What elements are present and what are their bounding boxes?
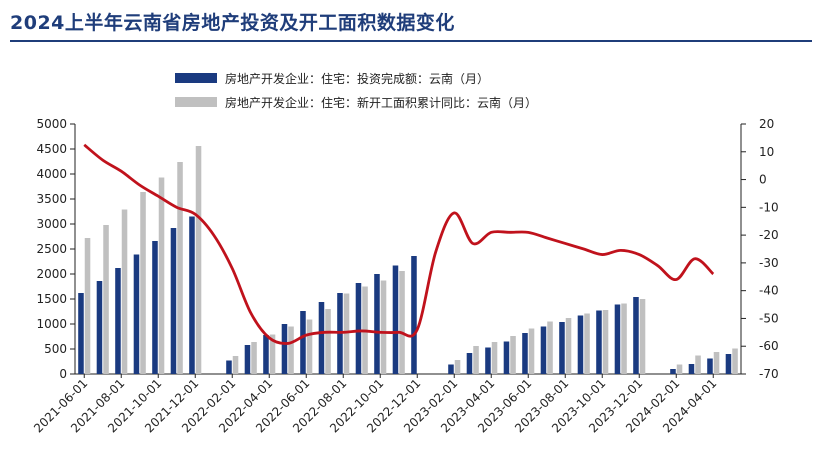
bar-investment	[78, 293, 84, 374]
bar-investment	[670, 369, 676, 374]
bar-new-construction	[380, 280, 387, 374]
y-left-tick-label: 4500	[36, 142, 67, 156]
bar-new-construction	[325, 309, 331, 374]
y-right-tick-label: -40	[759, 284, 779, 298]
bar-investment	[244, 345, 251, 374]
bar-new-construction	[232, 356, 239, 374]
y-right-tick-label: 0	[759, 173, 767, 187]
legend-label-new-construction: 房地产开发企业：住宅：新开工面积累计同比：云南（月）	[225, 95, 538, 110]
bar-new-construction	[269, 334, 276, 374]
legend-swatch-investment	[175, 73, 217, 83]
bar-investment	[485, 347, 491, 374]
bar-investment	[448, 364, 454, 374]
bar-investment	[503, 341, 510, 374]
bar-new-construction	[584, 313, 590, 374]
y-right-tick-label: 20	[759, 117, 774, 131]
bar-investment	[559, 322, 565, 374]
bar-new-construction	[565, 318, 572, 374]
bar-investment	[522, 333, 528, 374]
bar-investment	[707, 358, 713, 374]
bar-new-construction	[454, 360, 461, 374]
y-right-tick-label: -70	[759, 367, 779, 381]
bar-investment	[411, 256, 417, 374]
bar-new-construction	[732, 348, 738, 374]
bar-investment	[263, 335, 269, 374]
bar-investment	[152, 241, 158, 374]
y-right-tick-label: -50	[759, 311, 779, 325]
bar-investment	[355, 283, 362, 374]
bar-investment	[596, 310, 602, 374]
bar-investment	[226, 360, 232, 374]
bar-new-construction	[84, 238, 91, 374]
bar-new-construction	[121, 209, 128, 374]
bar-new-construction	[676, 364, 683, 374]
bar-new-construction	[510, 336, 516, 374]
bar-investment	[374, 274, 380, 374]
bar-new-construction	[177, 162, 183, 374]
bar-investment	[189, 216, 195, 374]
bar-new-construction	[473, 346, 479, 374]
bar-new-construction	[695, 355, 701, 374]
bar-new-construction	[158, 177, 165, 374]
chart-bars	[78, 146, 738, 374]
bar-investment	[133, 254, 140, 374]
line-series	[83, 143, 715, 345]
bar-investment	[318, 302, 325, 374]
bar-new-construction	[602, 310, 609, 374]
legend-item-new-construction: 房地产开发企业：住宅：新开工面积累计同比：云南（月）	[175, 90, 537, 114]
bar-new-construction	[547, 321, 553, 374]
y-left-tick-label: 3500	[36, 192, 67, 206]
chart-line	[83, 143, 715, 345]
y-left-tick-label: 4000	[36, 167, 67, 181]
y-left-tick-label: 2000	[36, 267, 67, 281]
chart-legend: 房地产开发企业：住宅：投资完成额：云南（月） 房地产开发企业：住宅：新开工面积累…	[175, 66, 537, 114]
bar-new-construction	[399, 271, 405, 374]
legend-item-investment: 房地产开发企业：住宅：投资完成额：云南（月）	[175, 66, 537, 90]
y-left-tick-label: 1500	[36, 292, 67, 306]
legend-swatch-new-construction	[175, 97, 217, 107]
y-left-tick-label: 2500	[36, 242, 67, 256]
bar-new-construction	[251, 342, 257, 374]
y-right-tick-label: -20	[759, 228, 779, 242]
bar-investment	[466, 353, 473, 374]
y-right-tick-label: -10	[759, 200, 779, 214]
bar-new-construction	[140, 192, 146, 374]
bar-investment	[540, 326, 547, 374]
bar-new-construction	[306, 319, 313, 374]
page-title: 2024上半年云南省房地产投资及开工面积数据变化	[10, 12, 455, 34]
bar-new-construction	[639, 299, 646, 374]
bar-investment	[281, 324, 288, 374]
legend-label-investment: 房地产开发企业：住宅：投资完成额：云南（月）	[225, 71, 490, 86]
bar-investment	[614, 304, 621, 374]
bar-new-construction	[195, 146, 202, 374]
bar-new-construction	[103, 225, 109, 374]
bar-investment	[688, 364, 695, 374]
bar-investment	[633, 297, 639, 374]
bar-investment	[300, 311, 306, 374]
bar-investment	[577, 315, 584, 374]
title-divider	[10, 40, 812, 42]
y-left-tick-label: 5000	[36, 117, 67, 131]
bar-investment	[725, 354, 732, 374]
bar-new-construction	[713, 352, 720, 374]
y-left-tick-label: 3000	[36, 217, 67, 231]
bar-investment	[392, 265, 399, 374]
bar-investment	[96, 281, 103, 374]
bar-new-construction	[621, 303, 627, 374]
bar-new-construction	[288, 326, 294, 374]
y-right-tick-label: 10	[759, 145, 774, 159]
bar-new-construction	[491, 342, 498, 374]
y-right-tick-label: -30	[759, 256, 779, 270]
bar-investment	[115, 268, 121, 374]
y-left-tick-label: 1000	[36, 317, 67, 331]
bar-new-construction	[528, 328, 535, 374]
bar-new-construction	[343, 293, 350, 374]
y-right-tick-label: -60	[759, 339, 779, 353]
y-left-tick-label: 0	[59, 367, 67, 381]
y-left-tick-label: 500	[44, 342, 67, 356]
bar-investment	[170, 228, 177, 374]
